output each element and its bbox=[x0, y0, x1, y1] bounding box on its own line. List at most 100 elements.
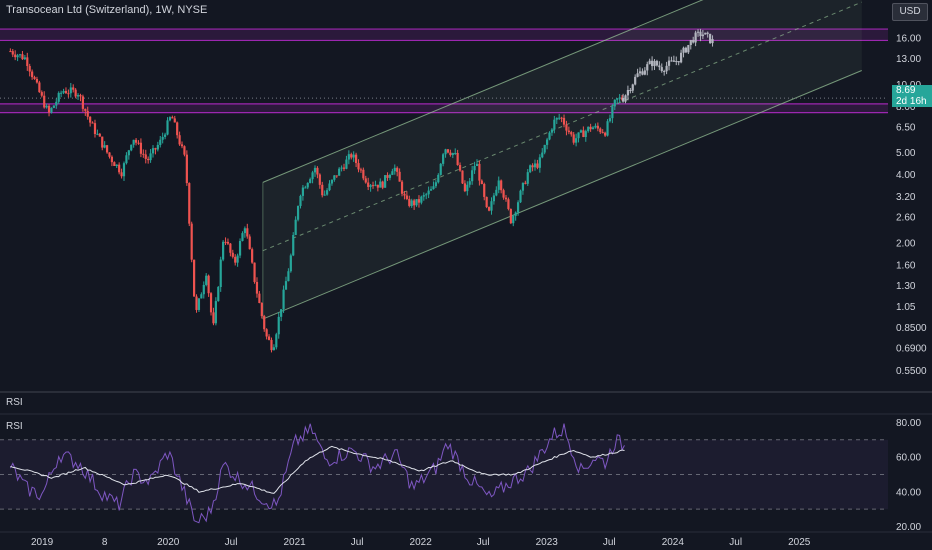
last-price-tag: 8.69 2d 16h bbox=[892, 85, 932, 107]
candle bbox=[384, 175, 387, 188]
candle bbox=[168, 117, 172, 121]
candle bbox=[251, 249, 254, 263]
projected-candle bbox=[684, 47, 688, 53]
candle bbox=[38, 82, 41, 93]
candle bbox=[60, 92, 63, 94]
candle bbox=[364, 178, 367, 183]
projected-candle bbox=[641, 71, 644, 75]
candle bbox=[35, 78, 39, 83]
candle bbox=[224, 241, 227, 243]
projected-candle bbox=[648, 60, 651, 65]
candle bbox=[507, 199, 510, 209]
rsi-ma-line bbox=[10, 445, 625, 494]
candle bbox=[275, 334, 278, 348]
candle bbox=[45, 105, 48, 108]
projected-candle bbox=[699, 31, 702, 37]
time-tick-label: 2020 bbox=[157, 537, 180, 548]
projected-candle bbox=[667, 60, 671, 66]
candle bbox=[444, 149, 447, 155]
rsi-tick-label: 60.00 bbox=[896, 453, 921, 464]
candle bbox=[180, 144, 184, 147]
candle bbox=[427, 190, 430, 195]
candle bbox=[74, 89, 77, 97]
candle bbox=[267, 336, 271, 340]
time-tick-label: Jul bbox=[729, 537, 742, 548]
candle bbox=[277, 316, 280, 335]
candle bbox=[376, 184, 379, 188]
candle bbox=[197, 298, 201, 310]
candle bbox=[354, 154, 358, 164]
candle bbox=[330, 179, 334, 184]
candle bbox=[238, 240, 242, 256]
candle bbox=[193, 259, 196, 297]
projected-candle bbox=[629, 89, 632, 91]
price-tick-label: 1.60 bbox=[896, 261, 916, 272]
candle bbox=[545, 139, 549, 145]
candle bbox=[458, 165, 462, 171]
bar-countdown: 2d 16h bbox=[896, 96, 927, 107]
candle bbox=[76, 95, 80, 97]
candle bbox=[562, 117, 566, 125]
candle bbox=[531, 165, 534, 168]
candle bbox=[500, 180, 503, 191]
candle bbox=[316, 167, 319, 175]
projected-candle bbox=[689, 40, 692, 46]
candle bbox=[222, 241, 225, 260]
candle bbox=[350, 154, 353, 158]
candle bbox=[575, 138, 578, 143]
candle bbox=[345, 159, 348, 169]
candle bbox=[132, 139, 135, 145]
candle bbox=[342, 167, 346, 169]
candle bbox=[388, 174, 392, 178]
candle bbox=[282, 289, 285, 310]
candle bbox=[398, 171, 401, 182]
candle bbox=[11, 51, 14, 55]
candle bbox=[28, 66, 31, 72]
candle bbox=[110, 156, 114, 163]
candle bbox=[475, 163, 479, 167]
candle bbox=[432, 186, 435, 190]
projected-candle bbox=[672, 60, 675, 62]
projected-candle bbox=[621, 98, 625, 102]
candle bbox=[214, 301, 217, 324]
candle bbox=[156, 144, 159, 150]
candle bbox=[159, 139, 162, 145]
candle bbox=[420, 196, 423, 203]
candle bbox=[31, 71, 34, 78]
time-tick-label: Jul bbox=[351, 537, 364, 548]
projected-candle bbox=[634, 76, 637, 85]
time-tick-label: Jul bbox=[603, 537, 616, 548]
candle bbox=[596, 125, 599, 129]
price-tick-label: 5.00 bbox=[896, 148, 916, 159]
candle bbox=[553, 119, 556, 130]
candle bbox=[84, 108, 87, 111]
projected-candle bbox=[670, 60, 673, 62]
candle bbox=[606, 121, 609, 136]
candle bbox=[219, 259, 222, 288]
chart-title: Transocean Ltd (Switzerland), 1W, NYSE bbox=[6, 4, 208, 16]
time-tick-label: 2025 bbox=[788, 537, 811, 548]
candle bbox=[434, 182, 437, 187]
candle bbox=[287, 271, 290, 282]
candle bbox=[113, 162, 116, 167]
candle bbox=[178, 135, 181, 145]
currency-button[interactable]: USD bbox=[892, 3, 928, 21]
candle bbox=[323, 194, 326, 196]
candle bbox=[50, 107, 53, 113]
projected-candle bbox=[709, 33, 712, 44]
candle bbox=[604, 132, 607, 136]
channel-upper-line bbox=[262, 0, 704, 183]
candle bbox=[98, 133, 101, 137]
price-tick-label: 0.8500 bbox=[896, 323, 927, 334]
candle bbox=[550, 129, 554, 133]
candle bbox=[43, 95, 46, 108]
projected-candle bbox=[638, 71, 642, 74]
candle bbox=[142, 153, 145, 155]
projected-candle bbox=[658, 65, 661, 68]
candle bbox=[234, 256, 237, 263]
candle bbox=[67, 93, 70, 95]
candle bbox=[270, 339, 273, 351]
price-tick-label: 0.5500 bbox=[896, 366, 927, 377]
candle bbox=[304, 187, 307, 189]
candle bbox=[296, 205, 300, 220]
